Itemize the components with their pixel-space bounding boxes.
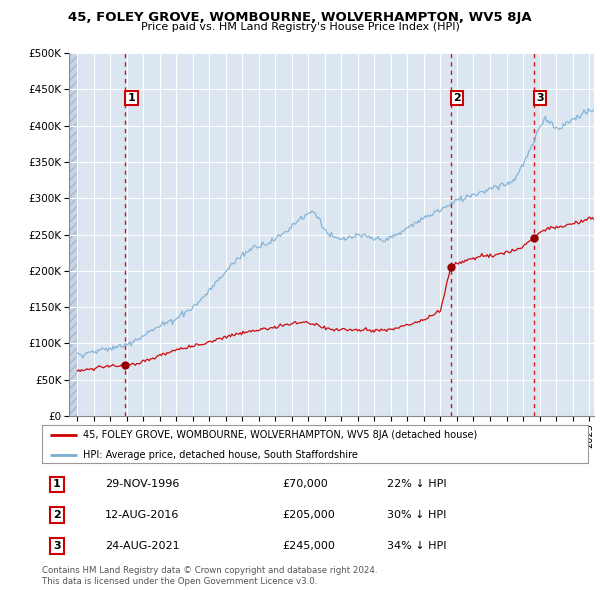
- Text: 2: 2: [53, 510, 61, 520]
- Text: 1: 1: [53, 480, 61, 489]
- Text: 45, FOLEY GROVE, WOMBOURNE, WOLVERHAMPTON, WV5 8JA: 45, FOLEY GROVE, WOMBOURNE, WOLVERHAMPTO…: [68, 11, 532, 24]
- Text: £70,000: £70,000: [282, 480, 328, 489]
- Bar: [69, 53, 77, 416]
- Text: £205,000: £205,000: [282, 510, 335, 520]
- Text: HPI: Average price, detached house, South Staffordshire: HPI: Average price, detached house, Sout…: [83, 450, 358, 460]
- Text: 3: 3: [53, 541, 61, 550]
- Text: Price paid vs. HM Land Registry's House Price Index (HPI): Price paid vs. HM Land Registry's House …: [140, 22, 460, 32]
- Text: 45, FOLEY GROVE, WOMBOURNE, WOLVERHAMPTON, WV5 8JA (detached house): 45, FOLEY GROVE, WOMBOURNE, WOLVERHAMPTO…: [83, 430, 477, 440]
- Text: 24-AUG-2021: 24-AUG-2021: [105, 541, 179, 550]
- Text: Contains HM Land Registry data © Crown copyright and database right 2024.
This d: Contains HM Land Registry data © Crown c…: [42, 566, 377, 586]
- Text: 2: 2: [453, 93, 461, 103]
- Text: £245,000: £245,000: [282, 541, 335, 550]
- Text: 1: 1: [128, 93, 136, 103]
- Text: 3: 3: [536, 93, 544, 103]
- Text: 12-AUG-2016: 12-AUG-2016: [105, 510, 179, 520]
- Text: 29-NOV-1996: 29-NOV-1996: [105, 480, 179, 489]
- Text: 30% ↓ HPI: 30% ↓ HPI: [387, 510, 446, 520]
- Text: 22% ↓ HPI: 22% ↓ HPI: [387, 480, 446, 489]
- Text: 34% ↓ HPI: 34% ↓ HPI: [387, 541, 446, 550]
- Bar: [69, 53, 77, 416]
